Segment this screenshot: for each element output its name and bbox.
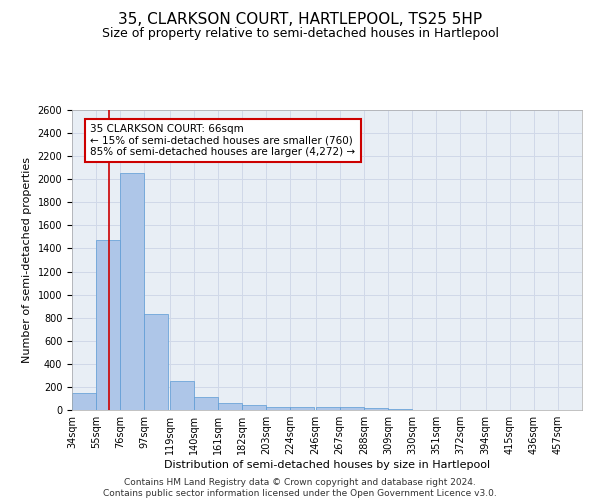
Bar bbox=[266, 406, 290, 410]
Bar bbox=[194, 398, 218, 410]
Y-axis label: Number of semi-detached properties: Number of semi-detached properties bbox=[22, 157, 32, 363]
Text: 35 CLARKSON COURT: 66sqm
← 15% of semi-detached houses are smaller (760)
85% of : 35 CLARKSON COURT: 66sqm ← 15% of semi-d… bbox=[91, 124, 356, 157]
Bar bbox=[316, 407, 340, 410]
Bar bbox=[290, 406, 314, 410]
Bar bbox=[242, 406, 266, 410]
Text: Contains HM Land Registry data © Crown copyright and database right 2024.
Contai: Contains HM Land Registry data © Crown c… bbox=[103, 478, 497, 498]
X-axis label: Distribution of semi-detached houses by size in Hartlepool: Distribution of semi-detached houses by … bbox=[164, 460, 490, 470]
Bar bbox=[340, 407, 364, 410]
Bar bbox=[72, 392, 96, 410]
Bar bbox=[120, 174, 145, 410]
Bar bbox=[96, 240, 120, 410]
Bar bbox=[364, 408, 388, 410]
Text: 35, CLARKSON COURT, HARTLEPOOL, TS25 5HP: 35, CLARKSON COURT, HARTLEPOOL, TS25 5HP bbox=[118, 12, 482, 28]
Text: Size of property relative to semi-detached houses in Hartlepool: Size of property relative to semi-detach… bbox=[101, 28, 499, 40]
Bar bbox=[388, 409, 412, 410]
Bar bbox=[170, 381, 194, 410]
Bar bbox=[218, 402, 242, 410]
Bar bbox=[145, 314, 169, 410]
